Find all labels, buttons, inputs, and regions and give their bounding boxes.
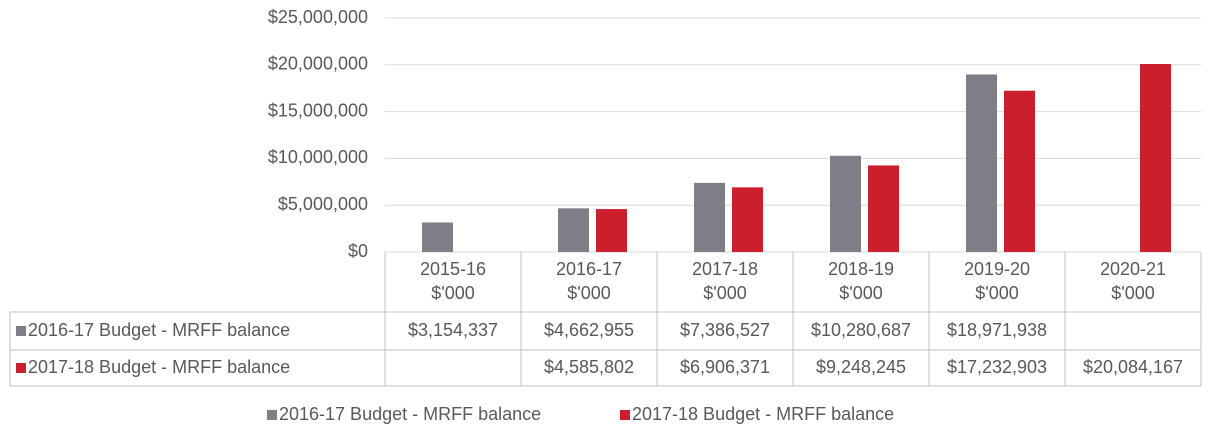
bar (732, 187, 763, 252)
x-tick-label: $'000 (839, 283, 882, 303)
bar (966, 74, 997, 252)
x-tick-label: $'000 (975, 283, 1018, 303)
table-cell: $6,906,371 (680, 357, 770, 377)
legend-swatch (16, 363, 26, 373)
y-tick-label: $0 (348, 241, 368, 261)
x-tick-label: $'000 (567, 283, 610, 303)
legend-label: 2017-18 Budget - MRFF balance (632, 404, 894, 424)
y-tick-label: $25,000,000 (268, 7, 368, 27)
bar (422, 222, 453, 252)
bar (830, 155, 861, 252)
bar (596, 209, 627, 252)
table-cell: $3,154,337 (408, 320, 498, 340)
table-cell: $10,280,687 (811, 320, 911, 340)
bar (694, 182, 725, 252)
bar (558, 208, 589, 252)
x-tick-label: $'000 (1111, 283, 1154, 303)
table-cell: $18,971,938 (947, 320, 1047, 340)
table-cell: $9,248,245 (816, 357, 906, 377)
y-tick-label: $15,000,000 (268, 100, 368, 120)
y-tick-label: $20,000,000 (268, 54, 368, 74)
x-tick-label: 2016-17 (556, 259, 622, 279)
x-tick-label: 2015-16 (420, 259, 486, 279)
table-cell: $20,084,167 (1083, 357, 1183, 377)
table-cell: $7,386,527 (680, 320, 770, 340)
table-cell: $4,662,955 (544, 320, 634, 340)
legend-swatch (16, 326, 26, 336)
table-cell: $17,232,903 (947, 357, 1047, 377)
legend-swatch (267, 410, 277, 420)
legend-label: 2016-17 Budget - MRFF balance (279, 404, 541, 424)
bar (1140, 64, 1171, 252)
x-tick-label: 2019-20 (964, 259, 1030, 279)
bar (868, 165, 899, 252)
table-cell: $4,585,802 (544, 357, 634, 377)
y-tick-label: $5,000,000 (278, 194, 368, 214)
x-tick-label: 2020-21 (1100, 259, 1166, 279)
y-tick-label: $10,000,000 (268, 147, 368, 167)
table-row-label: 2017-18 Budget - MRFF balance (28, 357, 290, 377)
x-tick-label: $'000 (703, 283, 746, 303)
bar (1004, 90, 1035, 252)
table-row-label: 2016-17 Budget - MRFF balance (28, 320, 290, 340)
x-tick-label: 2018-19 (828, 259, 894, 279)
legend-swatch (620, 410, 630, 420)
x-tick-label: $'000 (431, 283, 474, 303)
x-tick-label: 2017-18 (692, 259, 758, 279)
